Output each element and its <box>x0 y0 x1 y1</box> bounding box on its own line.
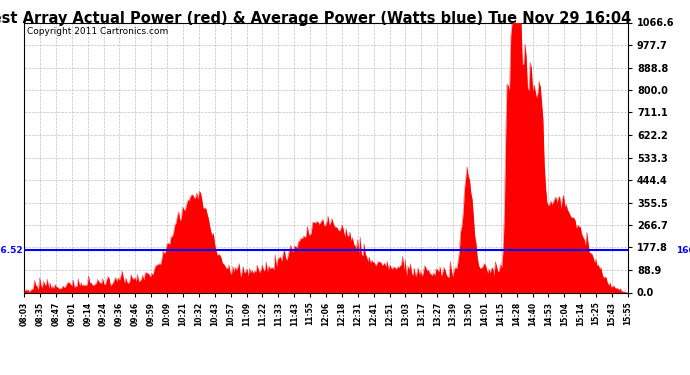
Text: 166.52: 166.52 <box>676 246 690 255</box>
Text: Copyright 2011 Cartronics.com: Copyright 2011 Cartronics.com <box>27 27 168 36</box>
Text: West Array Actual Power (red) & Average Power (Watts blue) Tue Nov 29 16:04: West Array Actual Power (red) & Average … <box>0 11 631 26</box>
Text: 166.52: 166.52 <box>0 246 23 255</box>
